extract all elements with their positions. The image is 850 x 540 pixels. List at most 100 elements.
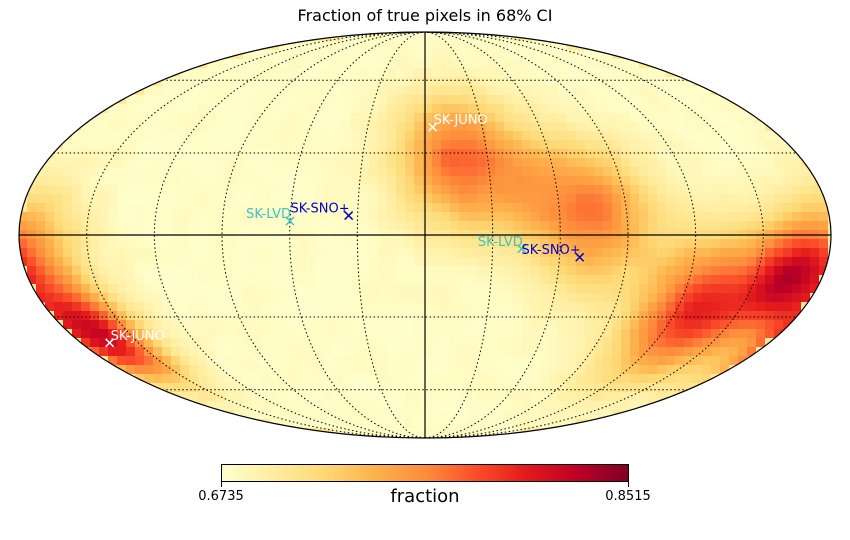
sky-pixel (621, 104, 631, 114)
sky-pixel (540, 311, 550, 321)
sky-pixel (297, 113, 307, 123)
sky-pixel (333, 194, 343, 204)
sky-pixel (171, 239, 181, 249)
sky-pixel (549, 356, 559, 366)
sky-pixel (630, 356, 640, 366)
sky-pixel (684, 374, 694, 384)
sky-pixel (531, 401, 541, 411)
sky-pixel (558, 284, 568, 294)
sky-pixel (90, 311, 100, 321)
sky-pixel (117, 221, 127, 231)
sky-pixel (351, 383, 361, 393)
sky-pixel (468, 77, 478, 87)
sky-pixel (369, 86, 379, 96)
sky-pixel (135, 311, 145, 321)
sky-pixel (117, 266, 127, 276)
sky-pixel (198, 158, 208, 168)
sky-pixel (243, 104, 253, 114)
sky-pixel (621, 131, 631, 141)
sky-pixel (351, 176, 361, 186)
sky-pixel (126, 275, 136, 285)
sky-pixel (252, 257, 262, 267)
sky-pixel (387, 401, 397, 411)
sky-pixel (792, 221, 802, 231)
sky-pixel (324, 293, 334, 303)
sky-pixel (252, 392, 262, 402)
sky-pixel (711, 239, 721, 249)
sky-pixel (495, 266, 505, 276)
sky-pixel (432, 311, 442, 321)
sky-pixel (603, 374, 613, 384)
sky-pixel (333, 104, 343, 114)
sky-pixel (522, 365, 532, 375)
sky-pixel (513, 356, 523, 366)
sky-pixel (774, 293, 784, 303)
sky-pixel (324, 266, 334, 276)
sky-pixel (432, 320, 442, 330)
sky-pixel (657, 203, 667, 213)
sky-pixel (684, 212, 694, 222)
sky-pixel (216, 77, 226, 87)
sky-pixel (225, 401, 235, 411)
sky-pixel (531, 383, 541, 393)
sky-pixel (81, 257, 91, 267)
sky-pixel (117, 167, 127, 177)
sky-pixel (351, 50, 361, 60)
sky-pixel (684, 194, 694, 204)
sky-pixel (405, 401, 415, 411)
sky-pixel (621, 140, 631, 150)
sky-pixel (234, 401, 244, 411)
sky-pixel (351, 311, 361, 321)
sky-pixel (252, 185, 262, 195)
sky-pixel (477, 257, 487, 267)
sky-pixel (234, 140, 244, 150)
sky-pixel (396, 437, 406, 438)
sky-pixel (414, 257, 424, 267)
sky-pixel (567, 221, 577, 231)
sky-pixel (423, 347, 433, 357)
sky-pixel (486, 365, 496, 375)
sky-pixel (315, 140, 325, 150)
sky-pixel (504, 311, 514, 321)
sky-pixel (252, 338, 262, 348)
sky-pixel (63, 185, 73, 195)
sky-pixel (423, 86, 433, 96)
sky-pixel (693, 140, 703, 150)
sky-pixel (351, 293, 361, 303)
sky-pixel (612, 113, 622, 123)
sky-pixel (378, 86, 388, 96)
sky-pixel (342, 68, 352, 78)
sky-pixel (342, 383, 352, 393)
sky-pixel (486, 104, 496, 114)
sky-pixel (639, 131, 649, 141)
sky-pixel (468, 50, 478, 60)
sky-pixel (117, 311, 127, 321)
sky-pixel (144, 95, 154, 105)
sky-pixel (108, 239, 118, 249)
sky-pixel (45, 239, 55, 249)
sky-pixel (324, 419, 334, 429)
sky-pixel (549, 401, 559, 411)
sky-pixel (234, 356, 244, 366)
sky-pixel (558, 383, 568, 393)
sky-pixel (774, 167, 784, 177)
sky-pixel (414, 185, 424, 195)
sky-pixel (468, 113, 478, 123)
sky-pixel (252, 275, 262, 285)
sky-pixel (225, 266, 235, 276)
sky-pixel (621, 239, 631, 249)
colorbar (221, 464, 629, 482)
sky-pixel (639, 176, 649, 186)
sky-pixel (405, 77, 415, 87)
sky-pixel (549, 239, 559, 249)
sky-pixel (243, 257, 253, 267)
sky-pixel (729, 302, 739, 312)
sky-pixel (594, 86, 604, 96)
sky-pixel (261, 158, 271, 168)
sky-pixel (423, 104, 433, 114)
sky-pixel (711, 329, 721, 339)
sky-pixel (54, 194, 64, 204)
sky-pixel (630, 275, 640, 285)
sky-pixel (279, 320, 289, 330)
sky-pixel (180, 266, 190, 276)
